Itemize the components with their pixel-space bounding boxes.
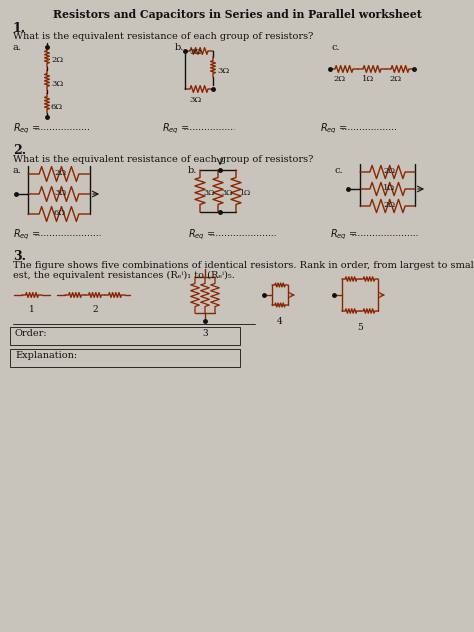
Text: est, the equivalent resistances (Rₑⁱ)₁ to (Rₑⁱ)₅.: est, the equivalent resistances (Rₑⁱ)₁ t… bbox=[13, 271, 235, 280]
Text: 2Ω: 2Ω bbox=[51, 56, 63, 64]
Text: $R_{eq}$ =: $R_{eq}$ = bbox=[162, 122, 190, 137]
Text: b.: b. bbox=[188, 166, 197, 175]
Text: 6Ω: 6Ω bbox=[54, 209, 66, 217]
Text: Explanation:: Explanation: bbox=[15, 351, 77, 360]
Text: 2Ω: 2Ω bbox=[383, 201, 395, 209]
Text: $R_{eq}$ =: $R_{eq}$ = bbox=[13, 122, 41, 137]
Text: Order:: Order: bbox=[15, 329, 47, 337]
Text: 3Ω: 3Ω bbox=[221, 189, 232, 197]
Text: 2Ω: 2Ω bbox=[383, 167, 395, 175]
Text: 6Ω: 6Ω bbox=[51, 103, 63, 111]
Text: 4: 4 bbox=[277, 317, 283, 326]
Text: $R_{eq}$ =: $R_{eq}$ = bbox=[320, 122, 348, 137]
Text: 2Ω: 2Ω bbox=[54, 169, 66, 177]
Text: 1Ω: 1Ω bbox=[239, 189, 250, 197]
Text: c.: c. bbox=[335, 166, 344, 175]
Text: 1.: 1. bbox=[13, 22, 26, 35]
Text: a.: a. bbox=[13, 166, 22, 175]
Text: 3Ω: 3Ω bbox=[189, 96, 201, 104]
Text: 5: 5 bbox=[357, 323, 363, 332]
Text: The figure shows five combinations of identical resistors. Rank in order, from l: The figure shows five combinations of id… bbox=[13, 261, 474, 270]
Text: a.: a. bbox=[13, 43, 22, 52]
Text: 3Ω: 3Ω bbox=[203, 189, 214, 197]
Text: 1Ω: 1Ω bbox=[383, 184, 395, 192]
Text: $R_{eq}$ =: $R_{eq}$ = bbox=[188, 228, 216, 242]
Text: 3Ω: 3Ω bbox=[51, 80, 63, 88]
Text: c.: c. bbox=[332, 43, 341, 52]
Text: 2Ω: 2Ω bbox=[333, 75, 345, 83]
Text: b.: b. bbox=[175, 43, 184, 52]
Text: $R_{eq}$ =: $R_{eq}$ = bbox=[330, 228, 358, 242]
Text: What is the equivalent resistance of each group of resistors?: What is the equivalent resistance of eac… bbox=[13, 155, 313, 164]
Text: $R_{eq}$ =: $R_{eq}$ = bbox=[13, 228, 41, 242]
Text: What is the equivalent resistance of each group of resistors?: What is the equivalent resistance of eac… bbox=[13, 32, 313, 41]
Text: 3Ω: 3Ω bbox=[189, 48, 201, 56]
Text: 2.: 2. bbox=[13, 144, 26, 157]
Text: 2Ω: 2Ω bbox=[389, 75, 401, 83]
Text: Resistors and Capacitors in Series and in Parallel worksheet: Resistors and Capacitors in Series and i… bbox=[53, 9, 421, 20]
Text: 2: 2 bbox=[92, 305, 98, 314]
Text: 3: 3 bbox=[202, 329, 208, 338]
Text: 3Ω: 3Ω bbox=[217, 67, 229, 75]
Text: 3.: 3. bbox=[13, 250, 26, 263]
Text: 1Ω: 1Ω bbox=[362, 75, 374, 83]
Text: 1: 1 bbox=[29, 305, 35, 314]
Text: 3Ω: 3Ω bbox=[54, 189, 66, 197]
